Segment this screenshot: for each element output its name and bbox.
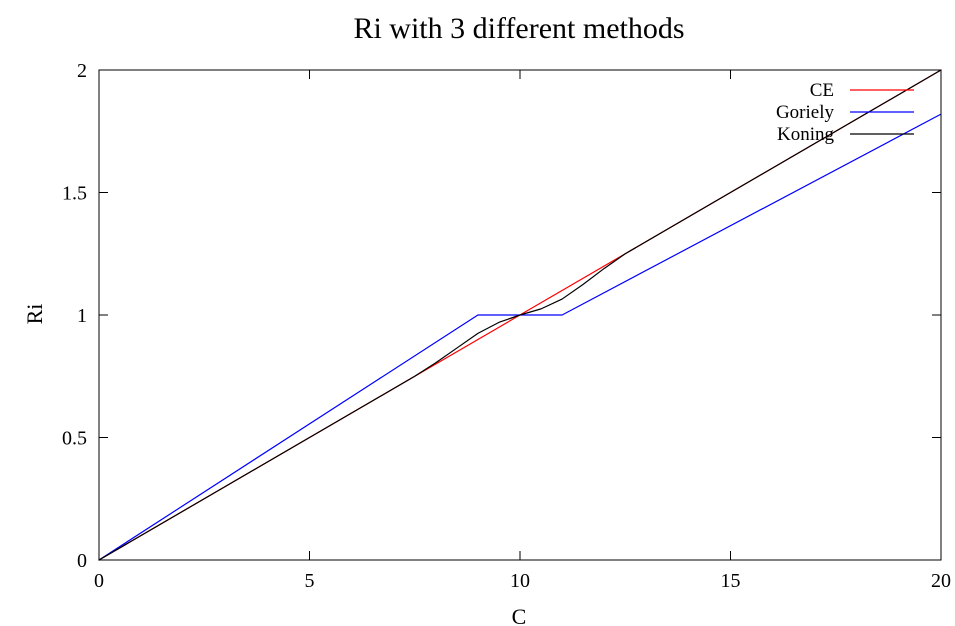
series-line-koning <box>98 69 942 561</box>
y-axis-label: Ri <box>22 304 47 325</box>
x-axis-label: C <box>512 604 527 626</box>
legend-label-goriely: Goriely <box>776 102 835 123</box>
tick-labels: 0 5 10 15 20 0 0.5 1 1.5 2 <box>62 60 951 592</box>
legend-label-ce: CE <box>810 80 834 101</box>
x-tick-label: 5 <box>305 570 315 592</box>
x-tick-label: 10 <box>510 570 530 592</box>
y-tick-label: 1 <box>77 305 87 327</box>
x-tick-label: 0 <box>94 570 104 592</box>
y-tick-label: 2 <box>77 60 87 82</box>
series-lines <box>98 69 942 561</box>
y-tick-label: 0 <box>77 550 87 572</box>
y-tick-label: 0.5 <box>62 428 87 450</box>
series-line-goriely <box>98 113 942 561</box>
legend-label-koning: Koning <box>777 124 835 145</box>
chart-title: Ri with 3 different methods <box>353 12 684 45</box>
x-tick-label: 20 <box>931 570 951 592</box>
y-tick-label: 1.5 <box>62 183 87 205</box>
x-tick-label: 15 <box>721 570 741 592</box>
plot-frame <box>98 69 942 561</box>
